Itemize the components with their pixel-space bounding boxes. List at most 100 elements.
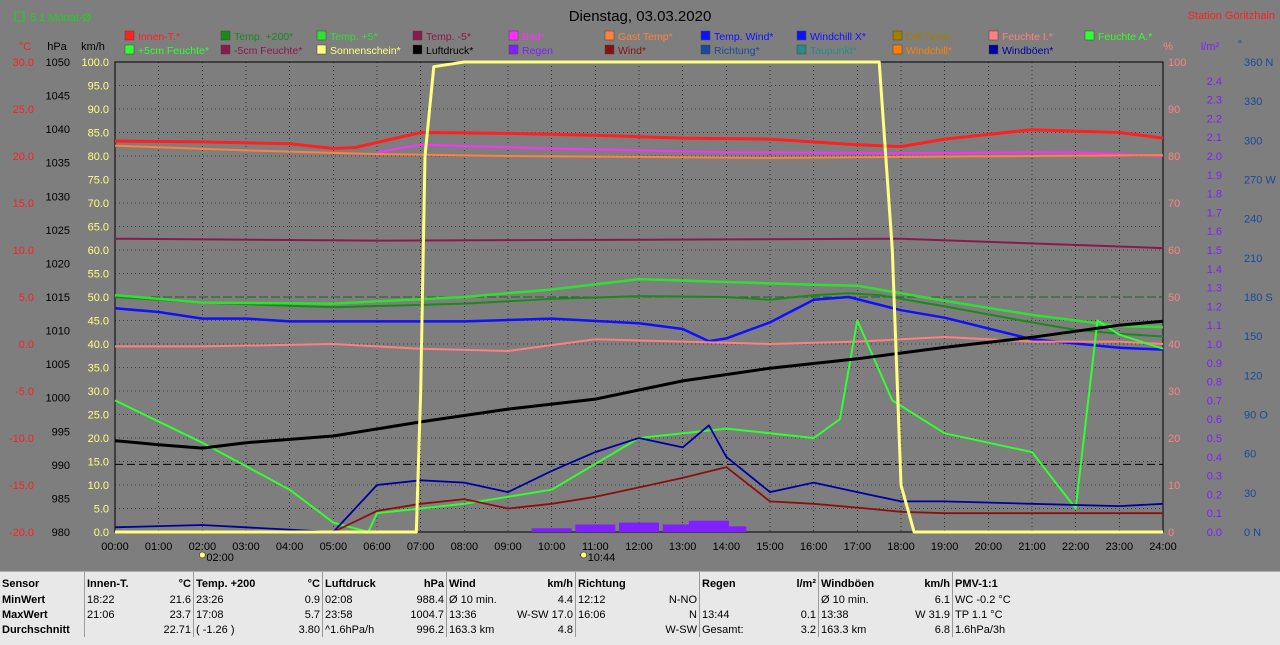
table-cell: 4.4 bbox=[557, 593, 573, 606]
table-cell: 13:36 bbox=[446, 607, 511, 622]
table-cell: W-SW bbox=[665, 623, 697, 636]
pressure-tick: 1030 bbox=[46, 191, 70, 203]
legend-item[interactable]: Feuchte A.* bbox=[1084, 30, 1152, 43]
wind-tick: 85.0 bbox=[88, 128, 109, 140]
legend-item[interactable]: Bad* bbox=[508, 30, 545, 43]
pct-tick: 70 bbox=[1168, 198, 1180, 210]
legend-label: Temp. Wind* bbox=[714, 31, 774, 43]
legend-item[interactable]: Windböen* bbox=[988, 44, 1053, 57]
pressure-tick: 980 bbox=[52, 527, 70, 539]
legend-label: Feuchte I.* bbox=[1002, 31, 1053, 43]
rain-tick: 1.6 bbox=[1207, 226, 1222, 238]
time-tick: 19:00 bbox=[931, 541, 959, 553]
table-cell: 6.1 bbox=[934, 593, 950, 606]
pressure-tick: 985 bbox=[52, 493, 70, 505]
series-line bbox=[114, 144, 1164, 159]
dir-tick: 30 bbox=[1244, 488, 1256, 500]
table-row: MaxWert 21:06 23.7 17:08 5.7 23:58 1004.7 13:36… bbox=[0, 607, 1037, 622]
table-cell: TP 1.1 °C bbox=[952, 607, 1037, 622]
table-cell: 1.6hPa/3h bbox=[952, 622, 1037, 637]
table-cell: 0.9 bbox=[304, 593, 320, 606]
legend-item[interactable]: Regen bbox=[508, 44, 553, 57]
table-header-cell: Regen bbox=[699, 572, 764, 592]
table-cell: W 31.9 bbox=[915, 608, 950, 621]
legend-item[interactable]: Taupunkt* bbox=[796, 44, 857, 57]
wind-tick: 65.0 bbox=[88, 222, 109, 234]
rain-tick: 1.9 bbox=[1207, 170, 1222, 182]
legend-item[interactable]: +5cm Feuchte* bbox=[124, 44, 209, 57]
wind-tick: 55.0 bbox=[88, 269, 109, 281]
dir-tick: 180 S bbox=[1244, 292, 1273, 304]
pressure-tick: 1010 bbox=[46, 326, 70, 338]
wind-tick: 40.0 bbox=[88, 339, 109, 351]
rain-tick: 0.7 bbox=[1207, 395, 1222, 407]
table-cell: 13:44 bbox=[699, 607, 764, 622]
legend-item[interactable]: Windchill X* bbox=[796, 30, 866, 43]
legend-swatch bbox=[220, 44, 231, 55]
legend-item[interactable]: Luftdruck* bbox=[412, 44, 473, 57]
legend-item[interactable]: Innen-T.* bbox=[124, 30, 180, 43]
series-line bbox=[114, 319, 1164, 450]
legend-swatch bbox=[892, 30, 903, 41]
legend-item[interactable]: Wind* bbox=[604, 44, 646, 57]
time-tick: 09:00 bbox=[494, 541, 522, 553]
legend-item[interactable]: Temp. -5* bbox=[412, 30, 471, 43]
time-tick: 00:00 bbox=[101, 541, 129, 553]
legend-item[interactable]: Feuchte I.* bbox=[988, 30, 1053, 43]
table-cell bbox=[699, 592, 764, 607]
legend-label: Windchill* bbox=[906, 45, 952, 57]
table-cell: 23:26 bbox=[193, 592, 278, 607]
dir-tick: 210 bbox=[1244, 253, 1262, 265]
time-marker: 10:44 bbox=[588, 552, 616, 564]
dir-tick: 120 bbox=[1244, 370, 1262, 382]
legend-swatch bbox=[508, 44, 519, 55]
rain-tick: 0.6 bbox=[1207, 414, 1222, 426]
table-cell: 163.3 km bbox=[446, 622, 511, 637]
rain-tick: 0.3 bbox=[1207, 471, 1222, 483]
legend-swatch bbox=[988, 44, 999, 55]
table-cell: 18:22 bbox=[84, 592, 149, 607]
time-tick: 20:00 bbox=[975, 541, 1003, 553]
legend-item[interactable]: Temp. +200* bbox=[220, 30, 293, 43]
table-header-cell: Temp. +200 bbox=[193, 572, 278, 592]
time-tick: 21:00 bbox=[1018, 541, 1046, 553]
rain-tick: 1.2 bbox=[1207, 301, 1222, 313]
legend-item[interactable]: Temp. Wind* bbox=[700, 30, 774, 43]
legend-swatch bbox=[892, 44, 903, 55]
wind-tick: 35.0 bbox=[88, 363, 109, 375]
table-cell: Gesamt: bbox=[699, 622, 764, 637]
table-cell: MaxWert bbox=[2, 608, 48, 621]
table-cell: 163.3 km bbox=[818, 622, 893, 637]
legend-item[interactable]: Gast Temp* bbox=[604, 30, 673, 43]
pct-tick: 50 bbox=[1168, 292, 1180, 304]
dir-tick: 330 bbox=[1244, 96, 1262, 108]
monthly-avg-checkbox[interactable] bbox=[14, 11, 25, 22]
legend-item[interactable]: Sonnenschein* bbox=[316, 44, 401, 57]
table-cell: ( -1.26 ) bbox=[193, 622, 278, 637]
series-line bbox=[115, 60, 1163, 534]
table-cell: 3.80 bbox=[298, 623, 320, 636]
temp-tick: 5.0 bbox=[19, 292, 34, 304]
legend-label: Temp. +5* bbox=[330, 31, 378, 43]
table-cell: ^1.6hPa/h bbox=[322, 622, 397, 637]
table-cell: 6.8 bbox=[934, 623, 950, 636]
legend-item[interactable]: Temp. +5* bbox=[316, 30, 378, 43]
table-header-row: Sensor Innen-T. °C Temp. +200 °C Luftdruck hPa… bbox=[0, 572, 1037, 592]
rain-tick: 0.9 bbox=[1207, 358, 1222, 370]
rain-bar bbox=[619, 522, 659, 532]
legend-label: Temp. -5* bbox=[426, 31, 471, 43]
rain-tick: 2.3 bbox=[1207, 95, 1222, 107]
pct-tick: 0 bbox=[1168, 527, 1174, 539]
table-cell: 17:08 bbox=[193, 607, 278, 622]
legend-item[interactable]: Diff Temp. bbox=[892, 30, 953, 43]
legend-swatch bbox=[412, 44, 423, 55]
pressure-tick: 1035 bbox=[46, 158, 70, 170]
weather-chart: 5.1 Monat-Ø Dienstag, 03.03.2020 Station G… bbox=[8, 8, 1277, 564]
rain-bar bbox=[706, 526, 747, 532]
legend-item[interactable]: Richtung* bbox=[700, 44, 760, 57]
temp-tick: -5.0 bbox=[15, 386, 34, 398]
legend-item[interactable]: -5cm Feuchte* bbox=[220, 44, 302, 57]
legend-item[interactable]: Windchill* bbox=[892, 44, 952, 57]
rain-tick: 0.8 bbox=[1207, 377, 1222, 389]
table-header-cell: Sensor bbox=[2, 577, 40, 590]
